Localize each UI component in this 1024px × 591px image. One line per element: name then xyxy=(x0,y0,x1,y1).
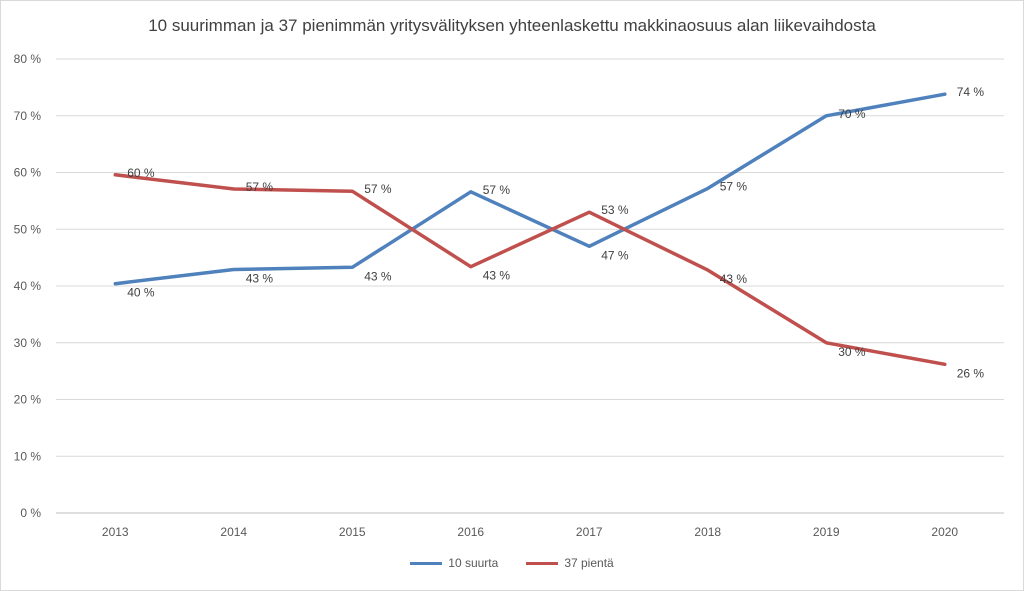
data-label: 43 % xyxy=(720,272,748,286)
data-label: 53 % xyxy=(601,203,629,217)
data-label: 57 % xyxy=(720,179,748,193)
data-label: 26 % xyxy=(957,366,985,380)
chart-title: 10 suurimman ja 37 pienimmän yritysvälit… xyxy=(148,16,876,35)
y-tick-label: 10 % xyxy=(14,449,42,463)
y-tick-label: 0 % xyxy=(20,506,41,520)
x-tick-label: 2017 xyxy=(576,525,603,539)
y-tick-label: 60 % xyxy=(14,166,42,180)
x-tick-label: 2019 xyxy=(813,525,840,539)
data-label: 57 % xyxy=(364,182,392,196)
legend-label: 10 suurta xyxy=(448,556,499,570)
series-line-1 xyxy=(113,92,947,286)
legend-item-series-2: 37 pientä xyxy=(526,556,614,570)
data-label: 57 % xyxy=(246,180,274,194)
series-line-2 xyxy=(113,173,947,367)
data-label: 74 % xyxy=(957,85,985,99)
y-tick-label: 70 % xyxy=(14,109,42,123)
legend-swatch xyxy=(410,561,443,565)
data-label: 30 % xyxy=(838,345,866,359)
data-label: 57 % xyxy=(483,183,511,197)
data-label: 40 % xyxy=(127,286,155,300)
data-label: 70 % xyxy=(838,107,866,121)
data-label: 47 % xyxy=(601,248,629,262)
y-tick-label: 40 % xyxy=(14,279,42,293)
x-tick-label: 2013 xyxy=(102,525,129,539)
data-label: 43 % xyxy=(364,269,392,283)
x-tick-label: 2016 xyxy=(457,525,484,539)
legend-item-series-1: 10 suurta xyxy=(410,556,498,570)
y-tick-label: 20 % xyxy=(14,393,42,407)
legend-swatch xyxy=(526,561,559,565)
data-label: 43 % xyxy=(246,272,274,286)
y-tick-label: 50 % xyxy=(14,222,42,236)
legend-label: 37 pientä xyxy=(564,556,614,570)
y-tick-label: 80 % xyxy=(14,52,42,66)
y-tick-label: 30 % xyxy=(14,336,42,350)
chart-legend: 10 suurta 37 pientä xyxy=(0,556,1024,570)
data-label: 43 % xyxy=(483,269,511,283)
data-label: 60 % xyxy=(127,166,155,180)
x-tick-label: 2020 xyxy=(931,525,958,539)
x-tick-label: 2018 xyxy=(694,525,721,539)
x-tick-label: 2015 xyxy=(339,525,366,539)
x-tick-label: 2014 xyxy=(220,525,247,539)
